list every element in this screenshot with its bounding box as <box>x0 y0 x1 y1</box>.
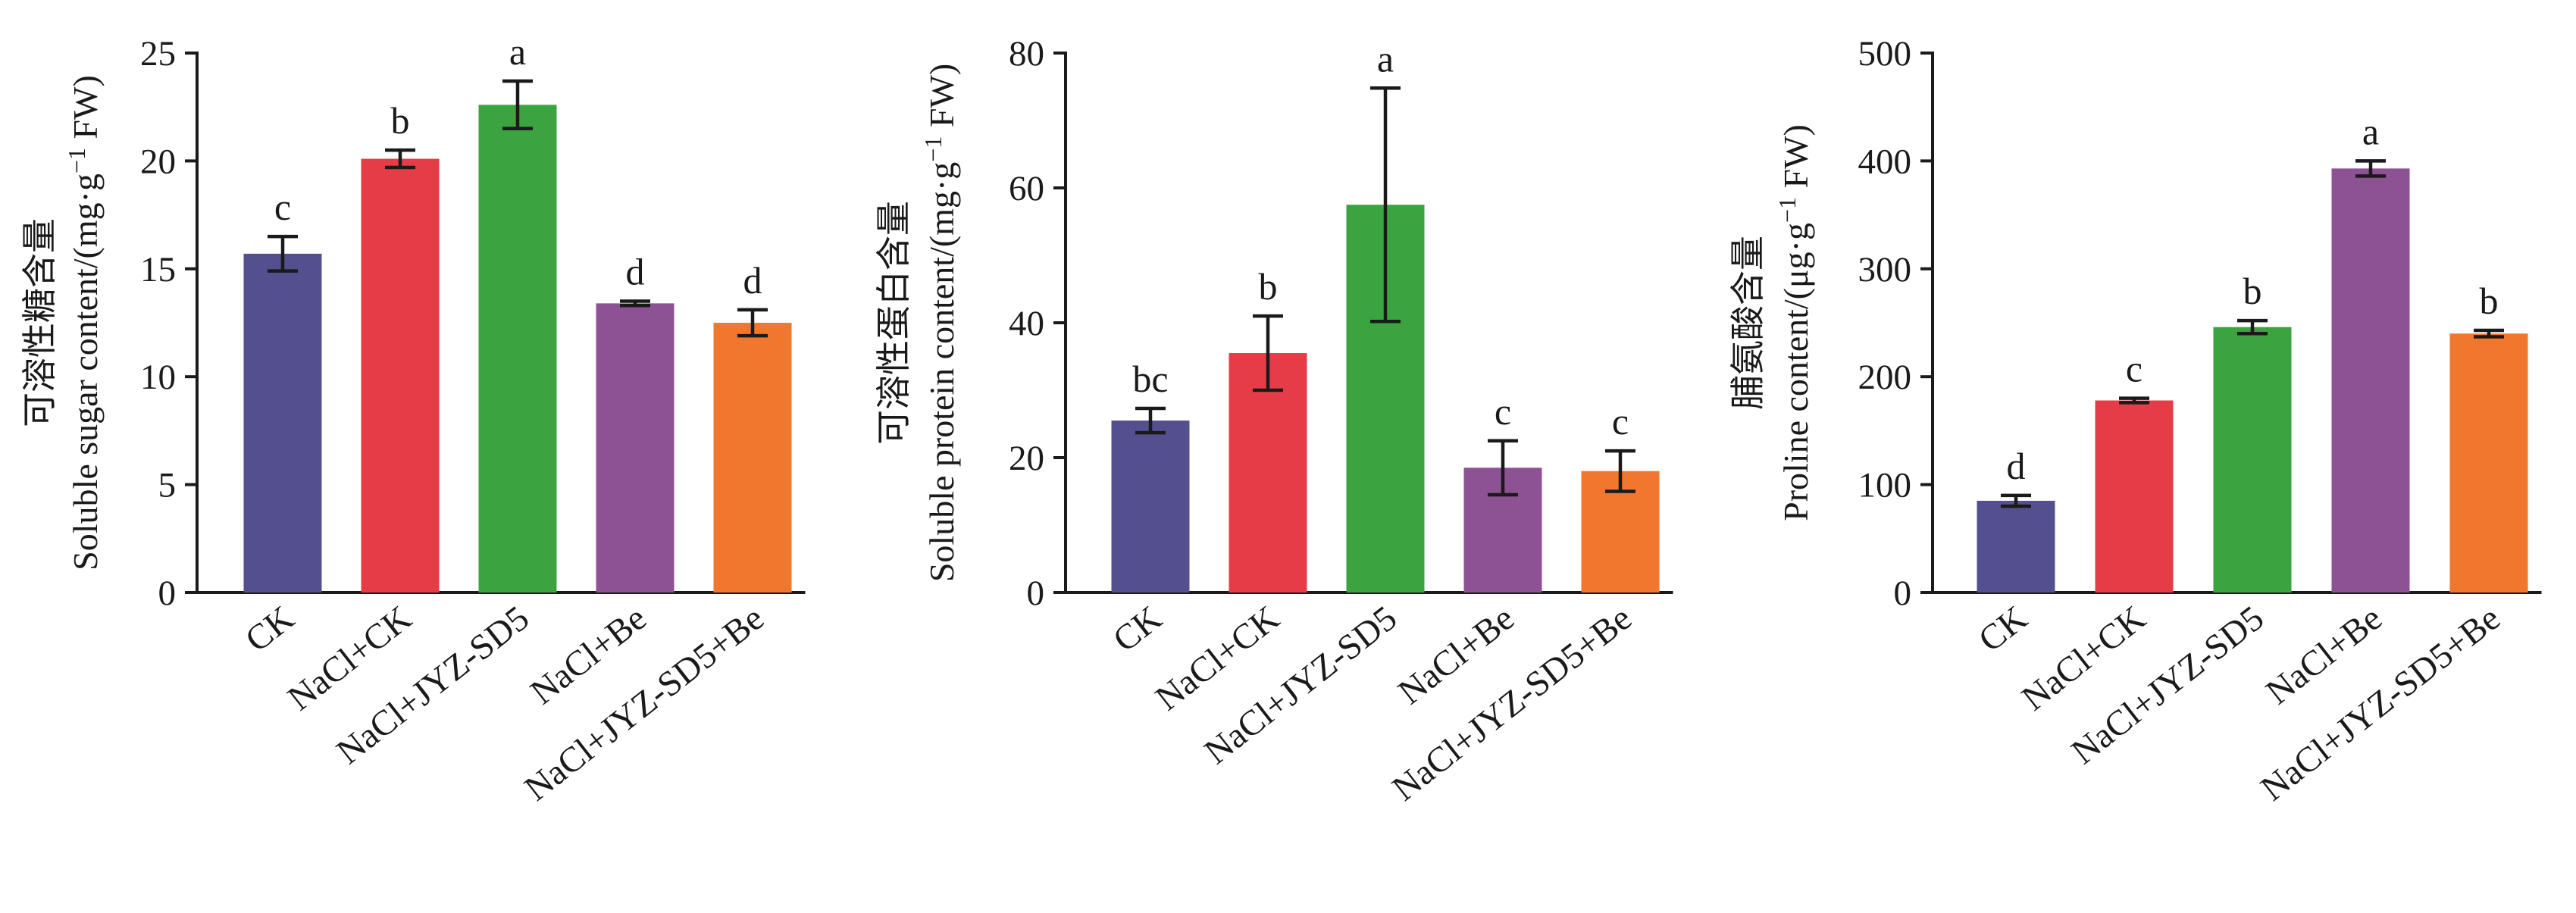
y-tick-label: 0 <box>1894 574 1912 613</box>
x-tick-label: CK <box>1106 599 1169 660</box>
bar <box>1111 421 1190 593</box>
significance-label: c <box>1612 400 1629 442</box>
bar <box>2213 327 2292 593</box>
y-tick-label: 400 <box>1858 142 1912 181</box>
y-axis-label-cn: 可溶性蛋白含量 <box>875 201 913 445</box>
bar <box>2095 400 2174 593</box>
bar <box>361 158 440 593</box>
error-bar <box>2355 159 2386 178</box>
bar <box>478 105 557 593</box>
bar <box>1977 500 2055 593</box>
error-bar <box>1370 86 1401 324</box>
error-bar <box>1605 449 1635 493</box>
error-bar <box>620 299 650 308</box>
error-bar <box>2474 328 2504 339</box>
bar <box>2331 168 2410 593</box>
y-tick-label: 200 <box>1858 358 1912 397</box>
y-tick-label: 80 <box>1009 34 1044 73</box>
y-tick-label: 5 <box>158 466 177 505</box>
error-bar <box>2001 493 2031 508</box>
significance-label: d <box>743 259 762 302</box>
bar <box>713 323 792 593</box>
error-bar <box>385 148 415 170</box>
y-tick-label: 25 <box>140 34 176 73</box>
chart-panel-proline: 0100200300400500dCKcNaCl+CKbNaCl+JYZ-SD5… <box>1729 34 2542 808</box>
error-bar <box>2237 318 2268 336</box>
bar <box>596 303 675 593</box>
error-bar <box>502 79 533 130</box>
y-tick-label: 0 <box>158 574 177 613</box>
y-tick-label: 20 <box>1009 439 1044 478</box>
error-bar <box>268 234 298 273</box>
y-tick-label: 15 <box>140 250 176 289</box>
significance-label: a <box>1377 37 1394 80</box>
y-tick-label: 300 <box>1858 250 1912 289</box>
y-tick-label: 40 <box>1009 304 1044 343</box>
significance-label: d <box>626 251 645 293</box>
x-tick-label: CK <box>238 599 302 660</box>
significance-label: c <box>274 186 291 228</box>
y-tick-label: 60 <box>1009 169 1044 208</box>
y-tick-label: 100 <box>1858 466 1912 505</box>
chart-panel-soluble-sugar: 0510152025cCKbNaCl+CKaNaCl+JYZ-SD5dNaCl+… <box>20 30 806 808</box>
significance-label: c <box>2126 348 2142 390</box>
y-tick-label: 10 <box>140 358 176 397</box>
significance-label: b <box>1259 265 1278 308</box>
y-tick-label: 20 <box>140 142 176 181</box>
y-axis-label-en: Soluble sugar content/(mg·g−1 FW) <box>63 75 105 571</box>
y-tick-label: 500 <box>1858 34 1912 73</box>
error-bar <box>2119 396 2149 405</box>
bar <box>2449 333 2528 593</box>
significance-label: a <box>2362 110 2379 152</box>
y-axis-label-en: Soluble protein content/(mg·g−1 FW) <box>919 64 961 582</box>
significance-label: c <box>1495 390 1511 433</box>
significance-label: b <box>2480 280 2499 322</box>
chart-panel-soluble-protein: 020406080bcCKbNaCl+CKaNaCl+JYZ-SD5cNaCl+… <box>875 34 1673 808</box>
error-bar <box>1135 406 1166 435</box>
significance-label: bc <box>1132 358 1168 400</box>
significance-label: b <box>391 99 410 142</box>
significance-label: d <box>2007 445 2026 487</box>
y-axis-label-cn: 可溶性糖含量 <box>20 218 59 427</box>
y-tick-label: 0 <box>1027 574 1045 613</box>
error-bar <box>1488 439 1518 497</box>
error-bar <box>1253 314 1283 392</box>
bar <box>1229 353 1307 593</box>
error-bar <box>737 308 768 338</box>
y-axis-label-cn: 脯氨酸含量 <box>1729 236 1767 410</box>
significance-label: a <box>509 30 526 73</box>
significance-label: b <box>2243 270 2262 312</box>
x-tick-label: CK <box>1971 599 2035 660</box>
y-axis-label-en: Proline content/(μg·g−1 FW) <box>1773 124 1815 521</box>
bar <box>243 253 322 593</box>
